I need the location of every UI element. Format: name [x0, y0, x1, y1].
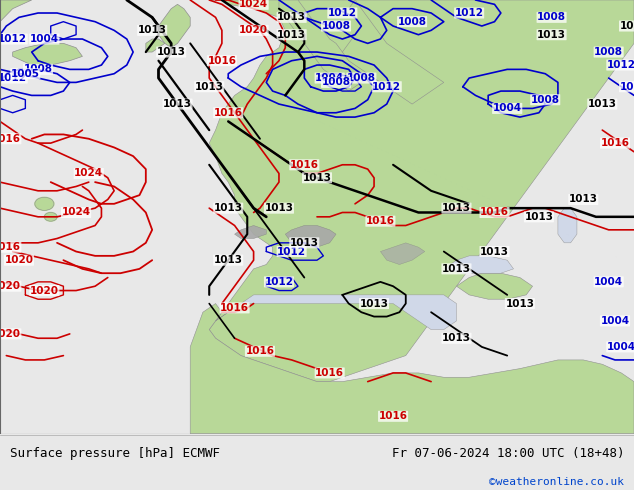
Polygon shape [158, 4, 190, 48]
Text: 1004: 1004 [600, 316, 630, 326]
Text: 1016: 1016 [220, 303, 249, 313]
Text: 1004: 1004 [493, 103, 522, 113]
Text: 1008: 1008 [321, 21, 351, 31]
Text: 1020: 1020 [4, 255, 34, 265]
Text: 1013: 1013 [588, 99, 617, 109]
Text: 1016: 1016 [245, 346, 275, 356]
Text: 1013: 1013 [524, 212, 553, 222]
Text: 1020: 1020 [0, 329, 21, 339]
Text: 1013: 1013 [163, 99, 192, 109]
Text: 1016: 1016 [378, 411, 408, 421]
Text: 1008: 1008 [537, 12, 566, 23]
Polygon shape [235, 225, 266, 239]
Text: 1024: 1024 [239, 0, 268, 9]
Text: 1012: 1012 [607, 60, 634, 70]
Polygon shape [558, 208, 577, 243]
Text: 1020: 1020 [30, 286, 59, 295]
Text: 1016: 1016 [207, 56, 236, 66]
Polygon shape [209, 0, 634, 382]
Text: 1020: 1020 [0, 281, 21, 291]
Text: 1016: 1016 [366, 216, 395, 226]
Text: 1013: 1013 [537, 30, 566, 40]
Polygon shape [456, 273, 533, 299]
Text: 1013: 1013 [264, 203, 294, 213]
Text: 1008: 1008 [23, 64, 53, 74]
Text: 1013: 1013 [442, 203, 471, 213]
Text: 1013: 1013 [619, 21, 634, 31]
Text: 1013: 1013 [505, 298, 534, 309]
Text: 1012: 1012 [0, 34, 27, 44]
Text: 1004: 1004 [607, 342, 634, 352]
Polygon shape [0, 0, 32, 22]
Text: 1020: 1020 [239, 25, 268, 35]
Text: 1016: 1016 [600, 138, 630, 148]
Text: 1013: 1013 [359, 298, 389, 309]
Polygon shape [342, 0, 444, 104]
Polygon shape [285, 225, 336, 247]
Text: 1004: 1004 [594, 277, 623, 287]
Text: 1012: 1012 [277, 246, 306, 257]
Text: 1013: 1013 [290, 238, 319, 248]
Text: 1008: 1008 [321, 77, 351, 87]
Text: 1004: 1004 [30, 34, 59, 44]
Polygon shape [279, 0, 374, 91]
Text: 1012: 1012 [455, 8, 484, 18]
Text: 1024: 1024 [74, 169, 103, 178]
Text: 1016: 1016 [0, 134, 21, 144]
Text: 1013: 1013 [277, 30, 306, 40]
Polygon shape [13, 44, 82, 65]
Polygon shape [190, 304, 634, 434]
Text: 1013: 1013 [214, 255, 243, 265]
Text: 1005: 1005 [11, 69, 40, 79]
Text: 1012: 1012 [328, 8, 357, 18]
Text: 1013: 1013 [442, 264, 471, 274]
Text: 1004: 1004 [315, 73, 344, 83]
Polygon shape [216, 295, 456, 330]
Text: 1008: 1008 [347, 73, 376, 83]
Text: 1008: 1008 [531, 95, 560, 105]
Text: 1016: 1016 [315, 368, 344, 378]
Text: ©weatheronline.co.uk: ©weatheronline.co.uk [489, 477, 624, 487]
Text: 1016: 1016 [214, 108, 243, 118]
Text: 1008: 1008 [594, 47, 623, 57]
Text: 1012: 1012 [0, 73, 27, 83]
Text: 1016: 1016 [290, 160, 319, 170]
Text: 1013: 1013 [569, 195, 598, 204]
Text: 1016: 1016 [0, 242, 21, 252]
Text: 1012: 1012 [372, 82, 401, 92]
Polygon shape [146, 39, 165, 52]
Text: 1013: 1013 [157, 47, 186, 57]
Text: 1024: 1024 [61, 207, 91, 218]
Circle shape [44, 213, 57, 221]
Polygon shape [444, 256, 514, 273]
Text: 1016: 1016 [480, 207, 509, 218]
Text: 1013: 1013 [214, 203, 243, 213]
Text: Surface pressure [hPa] ECMWF: Surface pressure [hPa] ECMWF [10, 447, 219, 460]
Text: Fr 07-06-2024 18:00 UTC (18+48): Fr 07-06-2024 18:00 UTC (18+48) [392, 447, 624, 460]
Text: 1013: 1013 [138, 25, 167, 35]
Text: 1013: 1013 [302, 173, 332, 183]
Text: 1013: 1013 [442, 333, 471, 343]
Text: 1013: 1013 [195, 82, 224, 92]
Text: 1013: 1013 [277, 12, 306, 23]
Text: 1008: 1008 [398, 17, 427, 26]
Circle shape [35, 197, 54, 210]
Text: 1012: 1012 [264, 277, 294, 287]
Polygon shape [380, 243, 425, 265]
Text: 1012: 1012 [619, 82, 634, 92]
Text: 1013: 1013 [480, 246, 509, 257]
